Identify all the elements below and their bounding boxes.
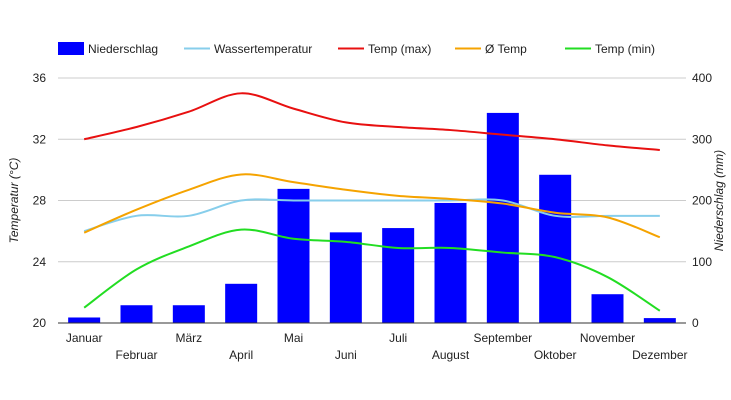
legend-label: Ø Temp	[485, 42, 527, 56]
precipitation-bar	[225, 283, 258, 323]
precipitation-bar	[486, 112, 519, 323]
legend: Niederschlag Wassertemperatur Temp (max) Ø …	[58, 42, 655, 56]
left-tick-label: 32	[33, 132, 47, 146]
axes: 20 24 28 32 36 0 100 200 300 400 Temperatur (°C) Ni…	[7, 71, 726, 362]
x-tick-label: November	[580, 331, 635, 345]
precipitation-bar	[277, 188, 310, 323]
legend-label: Wassertemperatur	[214, 42, 312, 56]
gridlines	[58, 77, 686, 263]
legend-item: Ø Temp	[455, 42, 527, 56]
left-tick-label: 24	[33, 255, 47, 269]
precipitation-bar	[120, 305, 153, 323]
x-tick-label: Juli	[389, 331, 407, 345]
precipitation-bar	[643, 318, 676, 323]
x-tick-label: Juni	[335, 348, 357, 362]
left-tick-label: 28	[33, 194, 47, 208]
x-tick-label: Januar	[66, 331, 103, 345]
precipitation-bars	[68, 112, 676, 323]
line-wassertemperatur	[83, 198, 660, 233]
right-tick-label: 0	[692, 316, 699, 330]
line-temp	[83, 173, 661, 239]
line-temp-min	[83, 228, 661, 312]
legend-label: Niederschlag	[88, 42, 158, 56]
precipitation-bar	[434, 202, 467, 323]
right-axis-title: Niederschlag (mm)	[712, 150, 726, 251]
legend-item: Temp (max)	[338, 42, 431, 56]
precipitation-bar	[68, 317, 101, 323]
right-tick-label: 100	[692, 255, 712, 269]
legend-item: Niederschlag	[58, 42, 158, 56]
left-axis-title: Temperatur (°C)	[7, 158, 21, 244]
precipitation-bar	[172, 305, 205, 323]
legend-label: Temp (max)	[368, 42, 431, 56]
x-tick-label: August	[432, 348, 470, 362]
x-tick-label: September	[473, 331, 532, 345]
precipitation-bar	[591, 294, 624, 323]
right-tick-label: 200	[692, 194, 712, 208]
x-tick-label: Februar	[115, 348, 157, 362]
legend-item: Wassertemperatur	[184, 42, 312, 56]
legend-label: Temp (min)	[595, 42, 655, 56]
legend-item: Temp (min)	[565, 42, 655, 56]
legend-swatch-bar	[58, 42, 84, 55]
x-tick-label: Dezember	[632, 348, 687, 362]
x-tick-label: Oktober	[534, 348, 577, 362]
left-tick-label: 20	[33, 316, 47, 330]
precipitation-bar	[329, 232, 362, 323]
temperature-lines	[83, 92, 661, 312]
right-tick-label: 300	[692, 132, 712, 146]
x-tick-label: März	[175, 331, 202, 345]
x-tick-label: April	[229, 348, 253, 362]
right-tick-label: 400	[692, 71, 712, 85]
line-temp-max	[83, 92, 660, 151]
left-tick-label: 36	[33, 71, 47, 85]
x-tick-label: Mai	[284, 331, 303, 345]
precipitation-bar	[539, 174, 572, 323]
precipitation-bar	[382, 228, 415, 323]
